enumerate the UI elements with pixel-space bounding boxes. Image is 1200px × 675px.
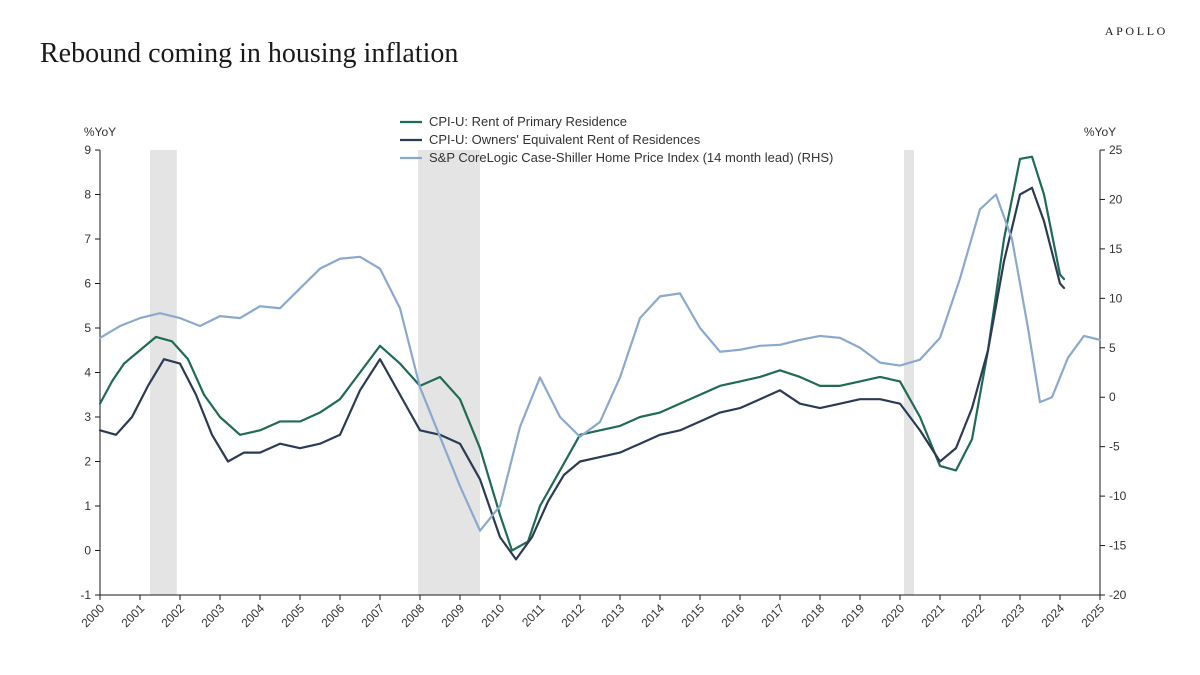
svg-text:2021: 2021 — [918, 601, 947, 630]
svg-text:20: 20 — [1109, 192, 1123, 206]
svg-text:2001: 2001 — [118, 601, 147, 630]
page-title: Rebound coming in housing inflation — [40, 38, 458, 70]
svg-text:-1: -1 — [80, 588, 91, 602]
svg-text:2007: 2007 — [358, 601, 387, 630]
recession-band — [418, 150, 480, 595]
svg-text:-5: -5 — [1109, 440, 1120, 454]
svg-text:2016: 2016 — [718, 601, 747, 630]
svg-text:2022: 2022 — [958, 601, 987, 630]
svg-text:-20: -20 — [1109, 588, 1127, 602]
svg-text:4: 4 — [84, 366, 91, 380]
recession-band — [904, 150, 914, 595]
legend-label: CPI-U: Owners' Equivalent Rent of Reside… — [429, 132, 701, 147]
series-line — [100, 195, 1100, 531]
svg-text:2012: 2012 — [558, 601, 587, 630]
series-line — [100, 157, 1064, 551]
slide: APOLLO Rebound coming in housing inflati… — [0, 0, 1200, 675]
svg-text:-15: -15 — [1109, 539, 1127, 553]
svg-text:2: 2 — [84, 455, 91, 469]
y-axis-left: -1 0 1 2 3 4 5 6 7 8 9 %YoY — [80, 125, 116, 602]
svg-text:0: 0 — [1109, 390, 1116, 404]
svg-text:7: 7 — [84, 232, 91, 246]
svg-text:2002: 2002 — [158, 601, 187, 630]
svg-text:2024: 2024 — [1038, 601, 1067, 630]
svg-text:2020: 2020 — [878, 601, 907, 630]
brand-logo: APOLLO — [1105, 24, 1168, 39]
svg-text:25: 25 — [1109, 143, 1123, 157]
svg-text:5: 5 — [84, 321, 91, 335]
svg-text:6: 6 — [84, 277, 91, 291]
y-left-label: %YoY — [84, 125, 116, 139]
svg-text:2006: 2006 — [318, 601, 347, 630]
recession-band — [150, 150, 177, 595]
svg-text:5: 5 — [1109, 341, 1116, 355]
svg-text:2005: 2005 — [278, 601, 307, 630]
y-right-label: %YoY — [1084, 125, 1116, 139]
svg-text:-10: -10 — [1109, 489, 1127, 503]
svg-text:0: 0 — [84, 544, 91, 558]
svg-text:2008: 2008 — [398, 601, 427, 630]
svg-text:2013: 2013 — [598, 601, 627, 630]
svg-text:8: 8 — [84, 188, 91, 202]
svg-text:3: 3 — [84, 410, 91, 424]
svg-text:2004: 2004 — [238, 601, 267, 630]
x-axis: 2000 2001 2002 2003 2004 2005 2006 2007 2008 2009… — [78, 595, 1107, 630]
svg-text:2014: 2014 — [638, 601, 667, 630]
legend-label: CPI-U: Rent of Primary Residence — [429, 114, 627, 129]
svg-text:1: 1 — [84, 499, 91, 513]
svg-text:2011: 2011 — [519, 601, 547, 629]
svg-text:2019: 2019 — [838, 601, 867, 630]
svg-text:2009: 2009 — [438, 601, 467, 630]
svg-text:2015: 2015 — [678, 601, 707, 630]
svg-text:2023: 2023 — [998, 601, 1027, 630]
svg-text:9: 9 — [84, 143, 91, 157]
svg-text:2017: 2017 — [758, 601, 787, 630]
line-chart: -10123456789%YoY-20-15-10-50510152025%Yo… — [40, 110, 1160, 655]
svg-text:2018: 2018 — [798, 601, 827, 630]
svg-text:15: 15 — [1109, 242, 1123, 256]
svg-text:2010: 2010 — [478, 601, 507, 630]
y-axis-right: -20 -15 -10 -5 0 5 10 15 20 25 %YoY — [1084, 125, 1127, 602]
series-line — [100, 188, 1064, 560]
svg-text:2000: 2000 — [78, 601, 107, 630]
svg-text:2025: 2025 — [1078, 601, 1107, 630]
svg-text:10: 10 — [1109, 291, 1123, 305]
svg-text:2003: 2003 — [198, 601, 227, 630]
legend-label: S&P CoreLogic Case-Shiller Home Price In… — [429, 150, 833, 165]
legend: CPI-U: Rent of Primary Residence CPI-U: O… — [400, 114, 833, 165]
